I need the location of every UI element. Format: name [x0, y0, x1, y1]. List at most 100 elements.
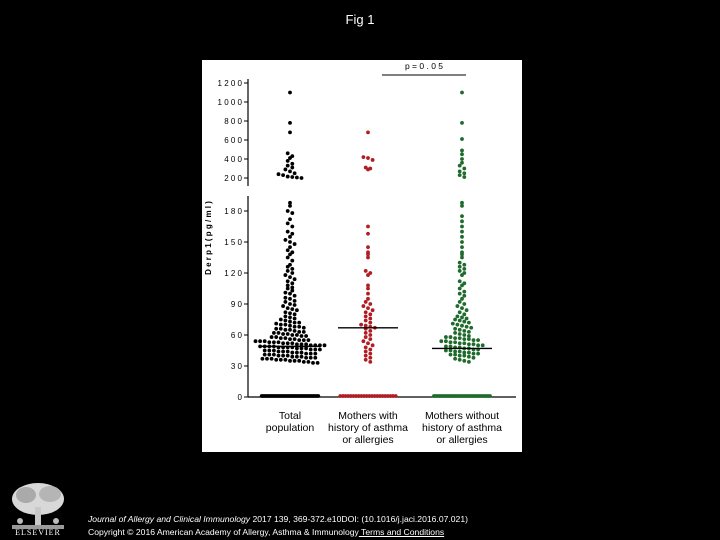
data-point — [448, 344, 453, 349]
data-point — [368, 333, 373, 337]
zero-data-point — [362, 394, 366, 398]
y-tick-label: 1 2 0 0 — [218, 79, 243, 88]
x-category-label: or allergies — [436, 434, 487, 446]
data-point — [288, 240, 292, 244]
data-point — [281, 173, 285, 178]
data-point — [283, 318, 288, 323]
data-point — [469, 325, 474, 330]
data-point — [301, 359, 306, 364]
data-point — [462, 337, 467, 342]
data-point — [292, 337, 297, 342]
data-point — [283, 314, 288, 319]
data-point — [281, 304, 285, 308]
data-point — [304, 346, 308, 351]
data-point — [467, 342, 471, 347]
data-point — [457, 173, 462, 178]
data-point — [301, 338, 306, 343]
data-point — [460, 160, 464, 165]
data-point — [297, 358, 302, 363]
data-point — [457, 286, 462, 291]
data-point — [462, 171, 467, 176]
data-point — [283, 327, 288, 332]
data-point — [299, 342, 304, 347]
data-point — [267, 348, 272, 353]
data-point — [476, 351, 480, 356]
data-point — [366, 273, 370, 277]
data-point — [288, 234, 292, 239]
data-point — [313, 347, 318, 352]
data-point — [288, 245, 292, 250]
data-point — [460, 214, 464, 219]
data-point — [467, 359, 471, 364]
data-point — [460, 121, 464, 125]
data-point — [363, 353, 368, 358]
data-point — [460, 283, 464, 288]
footer: Journal of Allergy and Clinical Immunolo… — [88, 513, 468, 539]
data-point — [480, 343, 485, 348]
data-point — [306, 338, 311, 343]
data-point — [467, 330, 471, 334]
data-point — [283, 322, 288, 327]
data-point — [276, 340, 281, 345]
data-point — [290, 341, 295, 346]
data-point — [281, 349, 285, 354]
data-point — [460, 255, 464, 260]
data-point — [290, 307, 295, 312]
data-point — [288, 203, 292, 208]
data-point — [292, 312, 297, 317]
data-point — [260, 356, 265, 361]
zero-data-point — [338, 394, 343, 398]
data-point — [292, 277, 297, 282]
data-point — [285, 209, 290, 213]
data-point — [288, 358, 292, 363]
copyright-text: Copyright © 2016 American Academy of All… — [88, 527, 359, 537]
x-category-label: population — [266, 422, 315, 434]
data-point — [288, 90, 292, 95]
data-point — [290, 211, 295, 215]
data-point — [363, 331, 368, 335]
data-point — [285, 163, 290, 168]
x-category-label: Mothers without — [425, 410, 499, 422]
data-point — [290, 271, 295, 275]
data-point — [269, 335, 274, 339]
data-point — [283, 300, 288, 304]
data-point — [285, 341, 290, 346]
data-point — [457, 332, 462, 336]
data-point — [453, 331, 457, 335]
terms-link[interactable]: Terms and Conditions — [358, 527, 445, 537]
data-point — [262, 352, 267, 357]
data-point — [464, 324, 469, 329]
data-point — [457, 353, 462, 358]
data-point — [308, 351, 313, 356]
data-point — [278, 336, 283, 340]
data-point — [370, 158, 375, 162]
data-point — [290, 281, 295, 286]
data-point — [283, 336, 288, 340]
data-point — [299, 346, 304, 351]
data-point — [460, 200, 464, 205]
data-point — [272, 348, 276, 353]
data-point — [460, 296, 464, 301]
data-point — [366, 231, 370, 236]
data-point — [453, 336, 457, 340]
zero-data-point — [488, 394, 492, 398]
data-point — [368, 302, 373, 306]
data-point — [301, 325, 306, 330]
y-tick-label: 1 2 0 — [224, 269, 242, 278]
data-point — [366, 286, 370, 291]
data-point — [272, 352, 276, 357]
data-point — [363, 269, 368, 273]
data-point — [290, 354, 295, 359]
data-point — [283, 310, 288, 315]
data-point — [476, 338, 480, 343]
data-point — [467, 354, 471, 359]
zero-data-point — [375, 394, 380, 398]
data-point — [283, 295, 288, 300]
data-point — [444, 339, 448, 344]
y-axis-label: D e r p 1 ( p g / m l ) — [204, 201, 213, 275]
data-point — [285, 269, 290, 273]
data-point — [295, 346, 299, 351]
data-point — [274, 335, 279, 339]
data-point — [467, 337, 471, 342]
data-point — [315, 361, 320, 365]
